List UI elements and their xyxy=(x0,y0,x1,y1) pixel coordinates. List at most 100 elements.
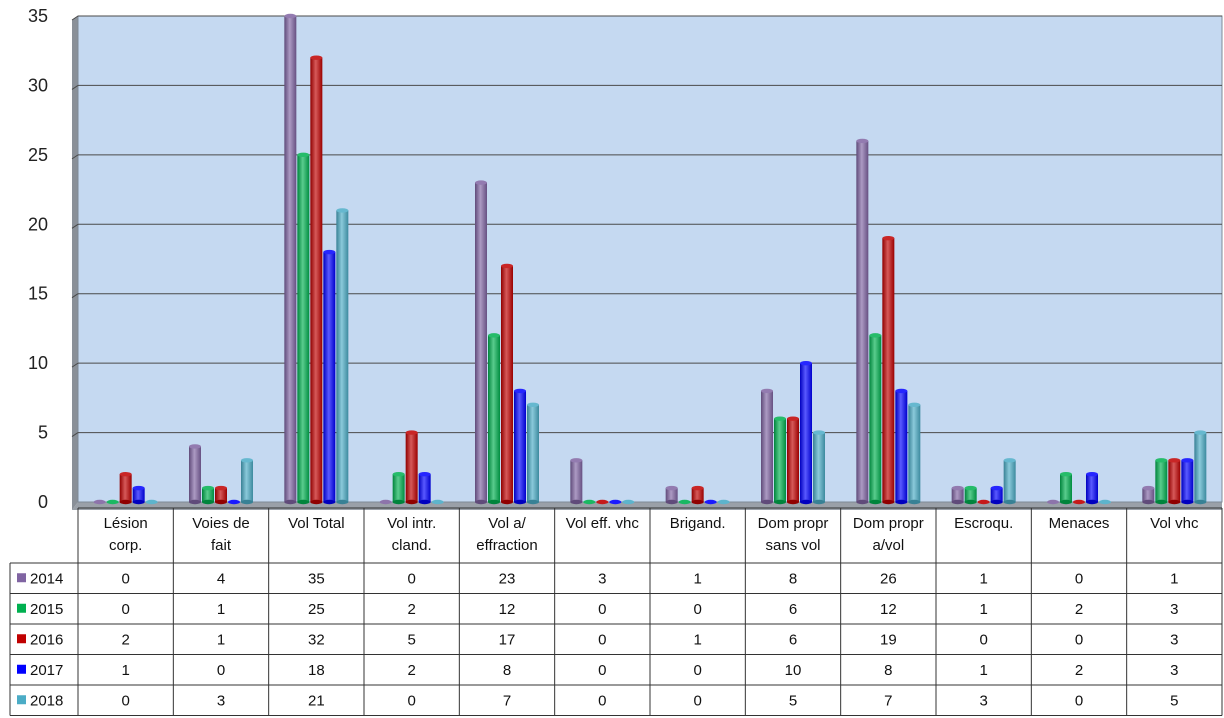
legend-key-2014 xyxy=(17,573,26,583)
table-cell-value: 1 xyxy=(217,601,225,618)
table-cell-value: 1 xyxy=(979,570,987,587)
category-label: Dom propr xyxy=(758,515,829,532)
plot-background xyxy=(77,15,1223,503)
table-cell-value: 12 xyxy=(499,601,516,618)
table-cell-value: 2 xyxy=(407,601,415,618)
bar-2017-11 xyxy=(1181,458,1194,505)
y-tick-label: 5 xyxy=(38,423,48,443)
bar-2016-10 xyxy=(1073,499,1085,505)
category-label: fait xyxy=(211,537,232,554)
bar-2014-7 xyxy=(761,388,773,505)
table-cell-value: 17 xyxy=(499,631,516,648)
category-label: Voies de xyxy=(192,515,250,532)
category-label: Vol vhc xyxy=(1150,515,1199,532)
category-label: Menaces xyxy=(1049,515,1110,532)
legend-key-2015 xyxy=(17,603,26,613)
bar-marks xyxy=(93,13,1207,505)
table-cell-value: 0 xyxy=(407,570,415,587)
bar-2017-2 xyxy=(323,249,336,505)
table-cell-value: 8 xyxy=(503,662,511,679)
y-axis: 0 5 10 15 20 25 30 35 xyxy=(28,6,48,512)
table-cell-value: 23 xyxy=(499,570,516,587)
bar-2014-2 xyxy=(284,13,297,505)
gridline-side xyxy=(71,223,79,229)
bar-2017-0 xyxy=(132,485,145,505)
category-label: Vol eff. vhc xyxy=(566,515,640,532)
bar-2018-11 xyxy=(1194,430,1207,505)
bar-2014-4 xyxy=(475,180,487,505)
bar-2015-9 xyxy=(964,485,977,505)
bar-2017-6 xyxy=(704,499,717,505)
bar-2015-3 xyxy=(392,472,405,505)
bar-2014-0 xyxy=(93,499,106,505)
bar-2018-9 xyxy=(1003,458,1016,505)
category-label: Lésion xyxy=(104,515,148,532)
bar-2018-8 xyxy=(908,402,921,505)
category-label: cland. xyxy=(392,537,432,554)
table-cell-value: 2 xyxy=(121,631,129,648)
table-cell-value: 19 xyxy=(880,631,897,648)
bar-2018-6 xyxy=(717,499,730,505)
y-tick-label: 25 xyxy=(28,145,48,165)
bar-2015-0 xyxy=(106,499,119,505)
category-label: Vol intr. xyxy=(387,515,436,532)
table-cell-value: 4 xyxy=(217,570,225,587)
y-tick-label: 35 xyxy=(28,6,48,26)
legend-key-2016 xyxy=(17,634,26,644)
table-cell-value: 0 xyxy=(693,692,701,709)
legend-label: 2016 xyxy=(30,631,63,648)
table-cell-value: 35 xyxy=(308,570,325,587)
table-cell-value: 1 xyxy=(693,631,701,648)
category-label: a/vol xyxy=(872,537,904,554)
bar-2015-11 xyxy=(1155,458,1168,505)
bar-2014-11 xyxy=(1142,485,1155,505)
bar-2017-5 xyxy=(609,499,622,505)
category-label: Vol a/ xyxy=(488,515,526,532)
table-cell-value: 1 xyxy=(121,662,129,679)
bar-2016-4 xyxy=(501,263,513,505)
bar-2015-7 xyxy=(774,416,786,505)
gridline-side xyxy=(71,432,79,437)
table-cell-value: 0 xyxy=(1075,631,1083,648)
bar-2014-10 xyxy=(1047,499,1059,505)
table-cell-value: 7 xyxy=(884,692,892,709)
bar-2017-8 xyxy=(895,388,908,505)
table-cell-value: 8 xyxy=(789,570,797,587)
bar-2017-9 xyxy=(990,485,1003,505)
bar-2016-5 xyxy=(596,499,609,505)
gridline-side xyxy=(71,154,79,160)
table-cell-value: 0 xyxy=(217,662,225,679)
table-cell-value: 0 xyxy=(1075,692,1083,709)
bar-2015-1 xyxy=(202,485,214,505)
legend-key-2017 xyxy=(17,664,26,674)
table-cell-value: 0 xyxy=(407,692,415,709)
plot-area xyxy=(71,15,1223,510)
bar-2018-2 xyxy=(336,208,349,505)
legend-label: 2018 xyxy=(30,692,63,709)
bar-2018-4 xyxy=(527,402,539,505)
table-cell-value: 5 xyxy=(407,631,415,648)
table-cell-value: 32 xyxy=(308,631,325,648)
bar-2016-11 xyxy=(1168,458,1181,505)
y-tick-label: 0 xyxy=(38,492,48,512)
bar-2015-8 xyxy=(869,333,882,505)
table-cell-value: 7 xyxy=(503,692,511,709)
bar-2018-3 xyxy=(431,499,444,505)
table-cell-value: 1 xyxy=(217,631,225,648)
table-cell-value: 0 xyxy=(693,662,701,679)
table-cell-value: 3 xyxy=(1170,662,1178,679)
table-cell-value: 1 xyxy=(979,601,987,618)
bar-2018-5 xyxy=(622,499,635,505)
bar-2014-8 xyxy=(856,138,869,505)
bar-2018-0 xyxy=(145,499,158,505)
table-cell-value: 6 xyxy=(789,631,797,648)
table-cell-value: 1 xyxy=(693,570,701,587)
gridline-side xyxy=(71,293,79,299)
table-cell-value: 2 xyxy=(407,662,415,679)
bar-2015-2 xyxy=(297,152,310,505)
table-cell-value: 21 xyxy=(308,692,325,709)
table-cell-value: 0 xyxy=(598,662,606,679)
bar-2014-5 xyxy=(570,458,583,505)
table-cell-value: 12 xyxy=(880,601,897,618)
